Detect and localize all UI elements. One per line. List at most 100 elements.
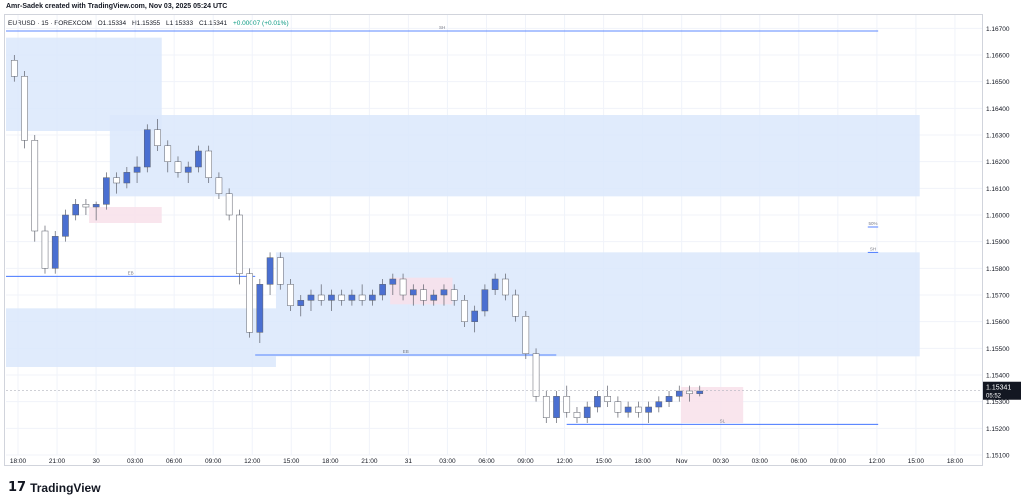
candle-up [369, 294, 376, 301]
y-tick-label: 1.15600 [986, 319, 1010, 326]
candle-down [215, 177, 223, 194]
level-label: SH [439, 25, 445, 30]
candle-up [471, 310, 478, 322]
level-label: SL [720, 418, 726, 423]
candle-up [655, 401, 663, 408]
candle-down [21, 76, 28, 141]
candle-up [389, 278, 397, 285]
blue-zone [109, 115, 920, 197]
candle-down [31, 140, 39, 232]
x-tick-label: 12:00 [869, 458, 886, 465]
candle-up [430, 294, 438, 301]
x-tick-label: 06:00 [791, 458, 808, 465]
candle-down [512, 294, 519, 317]
y-tick-label: 1.15900 [986, 239, 1010, 246]
candle-up [491, 278, 499, 290]
y-tick-label: 1.15100 [986, 453, 1010, 460]
x-tick-label: 12:00 [244, 458, 261, 465]
last-price-tag [983, 381, 1021, 400]
candle-down [573, 412, 581, 418]
candle-up [328, 294, 335, 301]
tradingview-logo-icon: 17 [8, 480, 27, 495]
pink-zone [89, 207, 162, 223]
countdown-label: 05:52 [986, 394, 1002, 400]
y-tick-label: 1.16100 [986, 186, 1010, 193]
candle-down [338, 294, 345, 301]
candle-down [542, 396, 550, 418]
y-tick-label: 1.16300 [986, 133, 1010, 140]
chart-pane[interactable] [4, 14, 983, 466]
y-tick-label: 1.16600 [986, 53, 1010, 60]
candle-up [696, 390, 704, 394]
candle-down [236, 214, 243, 274]
candle-down [113, 177, 120, 184]
candle-up [409, 289, 417, 296]
candle-down [450, 289, 458, 301]
x-tick-label: 03:00 [752, 458, 769, 465]
candle-up [256, 284, 264, 333]
candle-down [532, 353, 540, 397]
candle-up [133, 166, 141, 173]
x-tick-label: 18:00 [10, 458, 27, 465]
candle-down [420, 289, 427, 301]
x-tick-label: 09:00 [205, 458, 222, 465]
candle-down [287, 284, 294, 306]
candle-up [583, 406, 591, 418]
x-tick-label: 15:00 [595, 458, 612, 465]
y-tick-label: 1.15400 [986, 373, 1010, 380]
ohlc-high: H1.15355 [131, 20, 161, 27]
candle-down [276, 257, 284, 285]
y-tick-label: 1.16200 [986, 159, 1010, 166]
candle-down [317, 294, 325, 301]
x-tick-label: 18:00 [634, 458, 651, 465]
y-tick-label: 1.15200 [986, 426, 1010, 433]
y-tick-label: 1.16000 [986, 213, 1010, 220]
candle-down [502, 278, 509, 296]
x-tick-label: 09:00 [830, 458, 847, 465]
candle-down [686, 390, 693, 394]
x-tick-label: 30 [92, 458, 100, 465]
candle-down [174, 161, 182, 173]
x-tick-label: 21:00 [361, 458, 378, 465]
candle-up [143, 129, 151, 168]
candle-up [62, 214, 69, 237]
candle-down [246, 273, 253, 333]
tradingview-logo: 17 TradingView [8, 480, 101, 495]
candle-down [604, 396, 611, 402]
y-tick-label: 1.15800 [986, 266, 1010, 273]
last-price-label: 1.15341 [986, 385, 1011, 392]
candle-down [614, 401, 622, 413]
candle-down [10, 60, 18, 77]
candle-up [51, 236, 59, 269]
x-tick-label: 18:00 [322, 458, 339, 465]
level-label: EB [128, 270, 134, 275]
candle-down [41, 230, 49, 269]
ohlc-change: +0.00007 (+0.01%) [232, 20, 289, 27]
snapshot-credit: Amr-Sadek created with TradingView.com, … [6, 3, 228, 10]
symbol-name[interactable]: EURUSD · 15 · FOREXCOM [8, 20, 92, 27]
candle-up [266, 257, 274, 285]
x-tick-label: 31 [405, 458, 413, 465]
candle-down [461, 300, 468, 322]
x-tick-label: 15:00 [908, 458, 925, 465]
y-tick-label: 1.15700 [986, 293, 1010, 300]
candle-down [225, 193, 233, 216]
blue-zone [6, 308, 276, 367]
candle-up [297, 300, 305, 306]
candle-up [307, 294, 315, 301]
candle-up [645, 406, 652, 413]
x-tick-label: 15:00 [283, 458, 300, 465]
x-tick-label: Nov [676, 458, 688, 465]
candle-up [594, 396, 601, 408]
x-tick-label: 03:00 [439, 458, 456, 465]
candle-down [154, 129, 161, 146]
candle-up [624, 406, 632, 413]
level-label: 50% [868, 221, 877, 226]
candle-down [563, 396, 571, 413]
y-tick-label: 1.16700 [986, 26, 1010, 33]
candle-down [522, 316, 530, 354]
candle-down [358, 294, 366, 301]
y-tick-label: 1.16400 [986, 106, 1010, 113]
